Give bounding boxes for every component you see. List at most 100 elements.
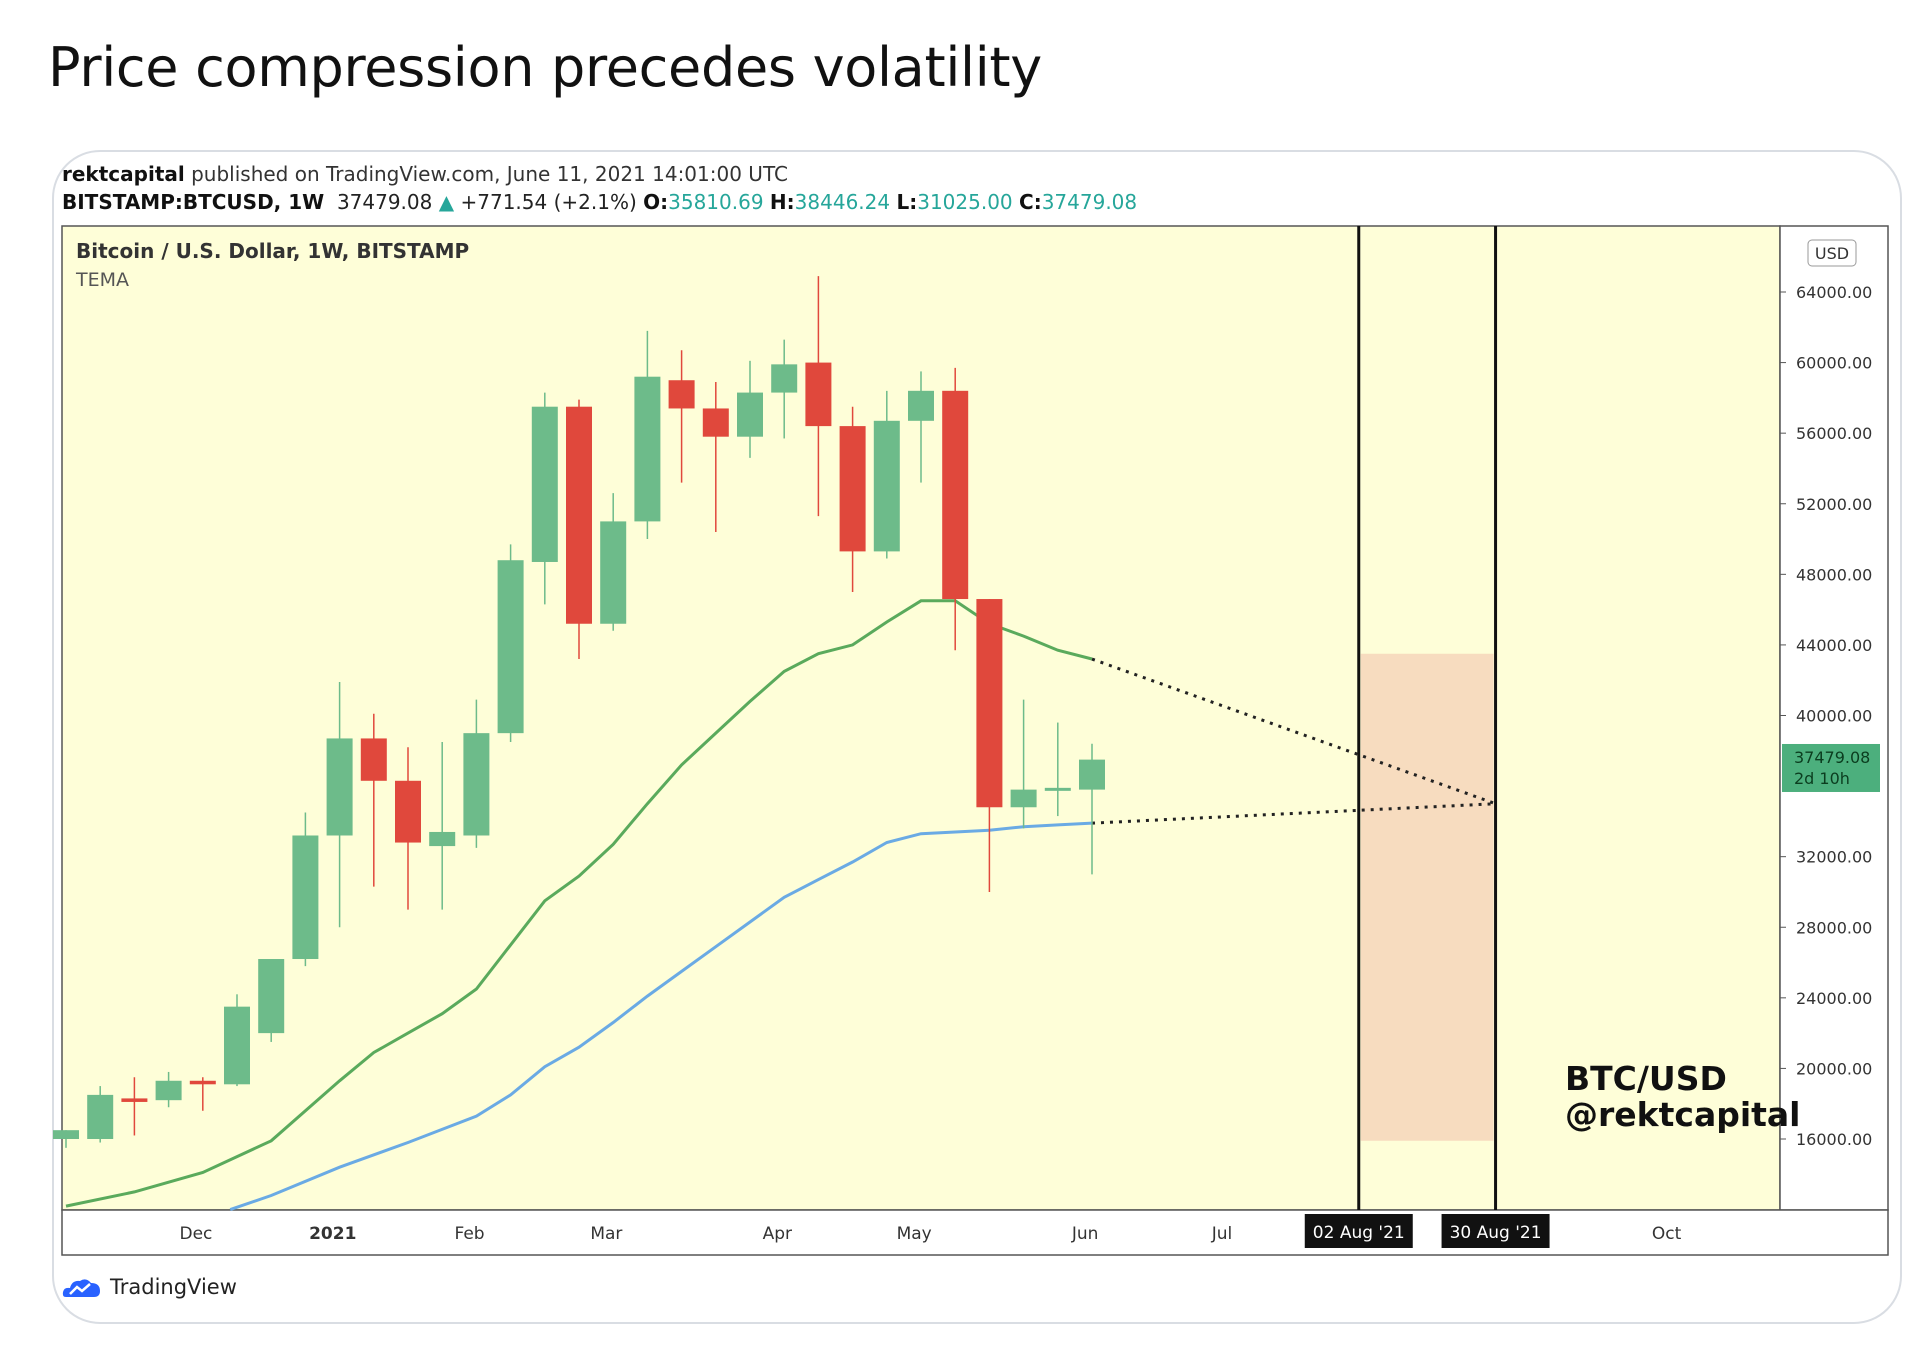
- candle-body-18: [668, 380, 695, 409]
- open-value: 35810.69: [668, 190, 764, 214]
- candle-body-11: [429, 831, 456, 847]
- chart-title: Bitcoin / U.S. Dollar, 1W, BITSTAMP: [76, 239, 469, 263]
- marker-label-0: 02 Aug '21: [1313, 1223, 1405, 1243]
- candle-9: [360, 713, 387, 887]
- tradingview-label: TradingView: [110, 1275, 237, 1299]
- watermark-line-1: @rektcapital: [1565, 1095, 1801, 1134]
- last-price-badge: [1782, 743, 1880, 792]
- publish-info: rektcapital published on TradingView.com…: [62, 162, 788, 186]
- candle-body-1: [87, 1094, 114, 1139]
- candle-body-0: [53, 1130, 79, 1139]
- candle-13: [497, 544, 524, 742]
- candle-16: [600, 493, 627, 631]
- x-tick-label-5: May: [897, 1224, 932, 1244]
- candle-6: [258, 959, 285, 1042]
- tema-fast-line: [65, 599, 1093, 1208]
- candle-23: [839, 406, 866, 592]
- watermark-line-0: BTC/USD: [1565, 1059, 1727, 1098]
- x-tick-label-8: Oct: [1652, 1224, 1682, 1244]
- candle-26: [942, 367, 969, 651]
- up-arrow-icon: ▲: [438, 190, 455, 214]
- candle-28: [1010, 699, 1037, 829]
- candle-body-10: [395, 780, 421, 843]
- low-value: 31025.00: [917, 190, 1013, 214]
- candle-10: [395, 747, 421, 910]
- last-price-label: 37479.08: [1794, 748, 1870, 767]
- y-tick-label-6: 40000.00: [1796, 707, 1872, 726]
- x-tick-label-1: 2021: [309, 1224, 356, 1244]
- marker-badge-0: [1304, 1214, 1413, 1248]
- y-tick-label-3: 52000.00: [1796, 495, 1872, 514]
- countdown-label: 2d 10h: [1794, 769, 1850, 788]
- tema-slow-line: [229, 821, 1093, 1212]
- candle-body-2: [121, 1098, 148, 1102]
- candle-body-6: [258, 959, 285, 1034]
- y-tick-label-9: 24000.00: [1796, 989, 1872, 1008]
- candle-body-22: [805, 362, 832, 427]
- candle-body-30: [1079, 759, 1105, 790]
- x-tick-label-4: Apr: [763, 1224, 792, 1244]
- candle-body-19: [702, 408, 729, 437]
- candle-body-5: [224, 1006, 250, 1085]
- candle-body-20: [737, 392, 763, 437]
- y-tick-label-2: 56000.00: [1796, 424, 1872, 443]
- candle-24: [873, 390, 900, 559]
- x-tick-label-6: Jun: [1071, 1224, 1099, 1244]
- high-label: H:: [769, 190, 795, 214]
- candle-body-3: [155, 1080, 182, 1101]
- candle-12: [463, 699, 490, 848]
- candle-body-24: [873, 420, 900, 552]
- page-title: Price compression precedes volatility: [48, 36, 1042, 99]
- candle-5: [224, 994, 250, 1087]
- candle-22: [805, 276, 832, 517]
- last-price: 37479.08: [336, 190, 433, 214]
- y-tick-label-10: 20000.00: [1796, 1059, 1872, 1078]
- candle-27: [976, 599, 1003, 892]
- candle-body-9: [360, 738, 387, 781]
- open-label: O:: [643, 190, 669, 214]
- candle-8: [326, 681, 353, 928]
- candle-19: [702, 381, 729, 532]
- candle-17: [634, 330, 661, 540]
- candle-3: [155, 1071, 182, 1108]
- price-change: +771.54 (+2.1%): [460, 190, 637, 214]
- close-value: 37479.08: [1041, 190, 1138, 214]
- author-name[interactable]: rektcapital: [62, 162, 185, 186]
- volatility-zone: [1360, 653, 1494, 1141]
- y-tick-label-8: 28000.00: [1796, 918, 1872, 937]
- high-value: 38446.24: [794, 190, 891, 214]
- marker-badge-1: [1441, 1214, 1550, 1248]
- candle-body-27: [976, 599, 1003, 808]
- x-tick-label-2: Feb: [455, 1224, 485, 1244]
- candle-30: [1079, 743, 1105, 875]
- candle-body-21: [771, 364, 798, 393]
- candle-body-14: [531, 406, 558, 562]
- candle-2: [121, 1077, 148, 1136]
- price-axis: [1779, 225, 1889, 1211]
- y-tick-label-7: 32000.00: [1796, 848, 1872, 867]
- candle-0: [53, 1130, 79, 1148]
- candle-14: [531, 392, 558, 605]
- indicator-label: TEMA: [75, 269, 129, 291]
- candle-20: [737, 360, 763, 458]
- x-tick-label-0: Dec: [180, 1224, 213, 1244]
- candle-21: [771, 339, 798, 439]
- tradingview-logo[interactable]: TradingView: [62, 1275, 237, 1299]
- candle-1: [87, 1086, 114, 1143]
- candle-15: [566, 399, 592, 660]
- candle-body-23: [839, 426, 866, 552]
- x-tick-label-3: Mar: [590, 1224, 622, 1244]
- candle-29: [1044, 722, 1071, 817]
- candle-4: [189, 1077, 216, 1111]
- currency-label: USD: [1815, 244, 1849, 263]
- candle-body-25: [908, 390, 934, 421]
- currency-box: [1807, 239, 1857, 267]
- candle-body-16: [600, 521, 627, 624]
- y-tick-label-11: 16000.00: [1796, 1130, 1872, 1149]
- candle-body-13: [497, 560, 524, 734]
- candle-body-17: [634, 376, 661, 522]
- ohlc-header: BITSTAMP:BTCUSD, 1W 37479.08 ▲ +771.54 (…: [62, 190, 1137, 214]
- candle-body-29: [1044, 787, 1071, 791]
- candle-body-28: [1010, 789, 1037, 808]
